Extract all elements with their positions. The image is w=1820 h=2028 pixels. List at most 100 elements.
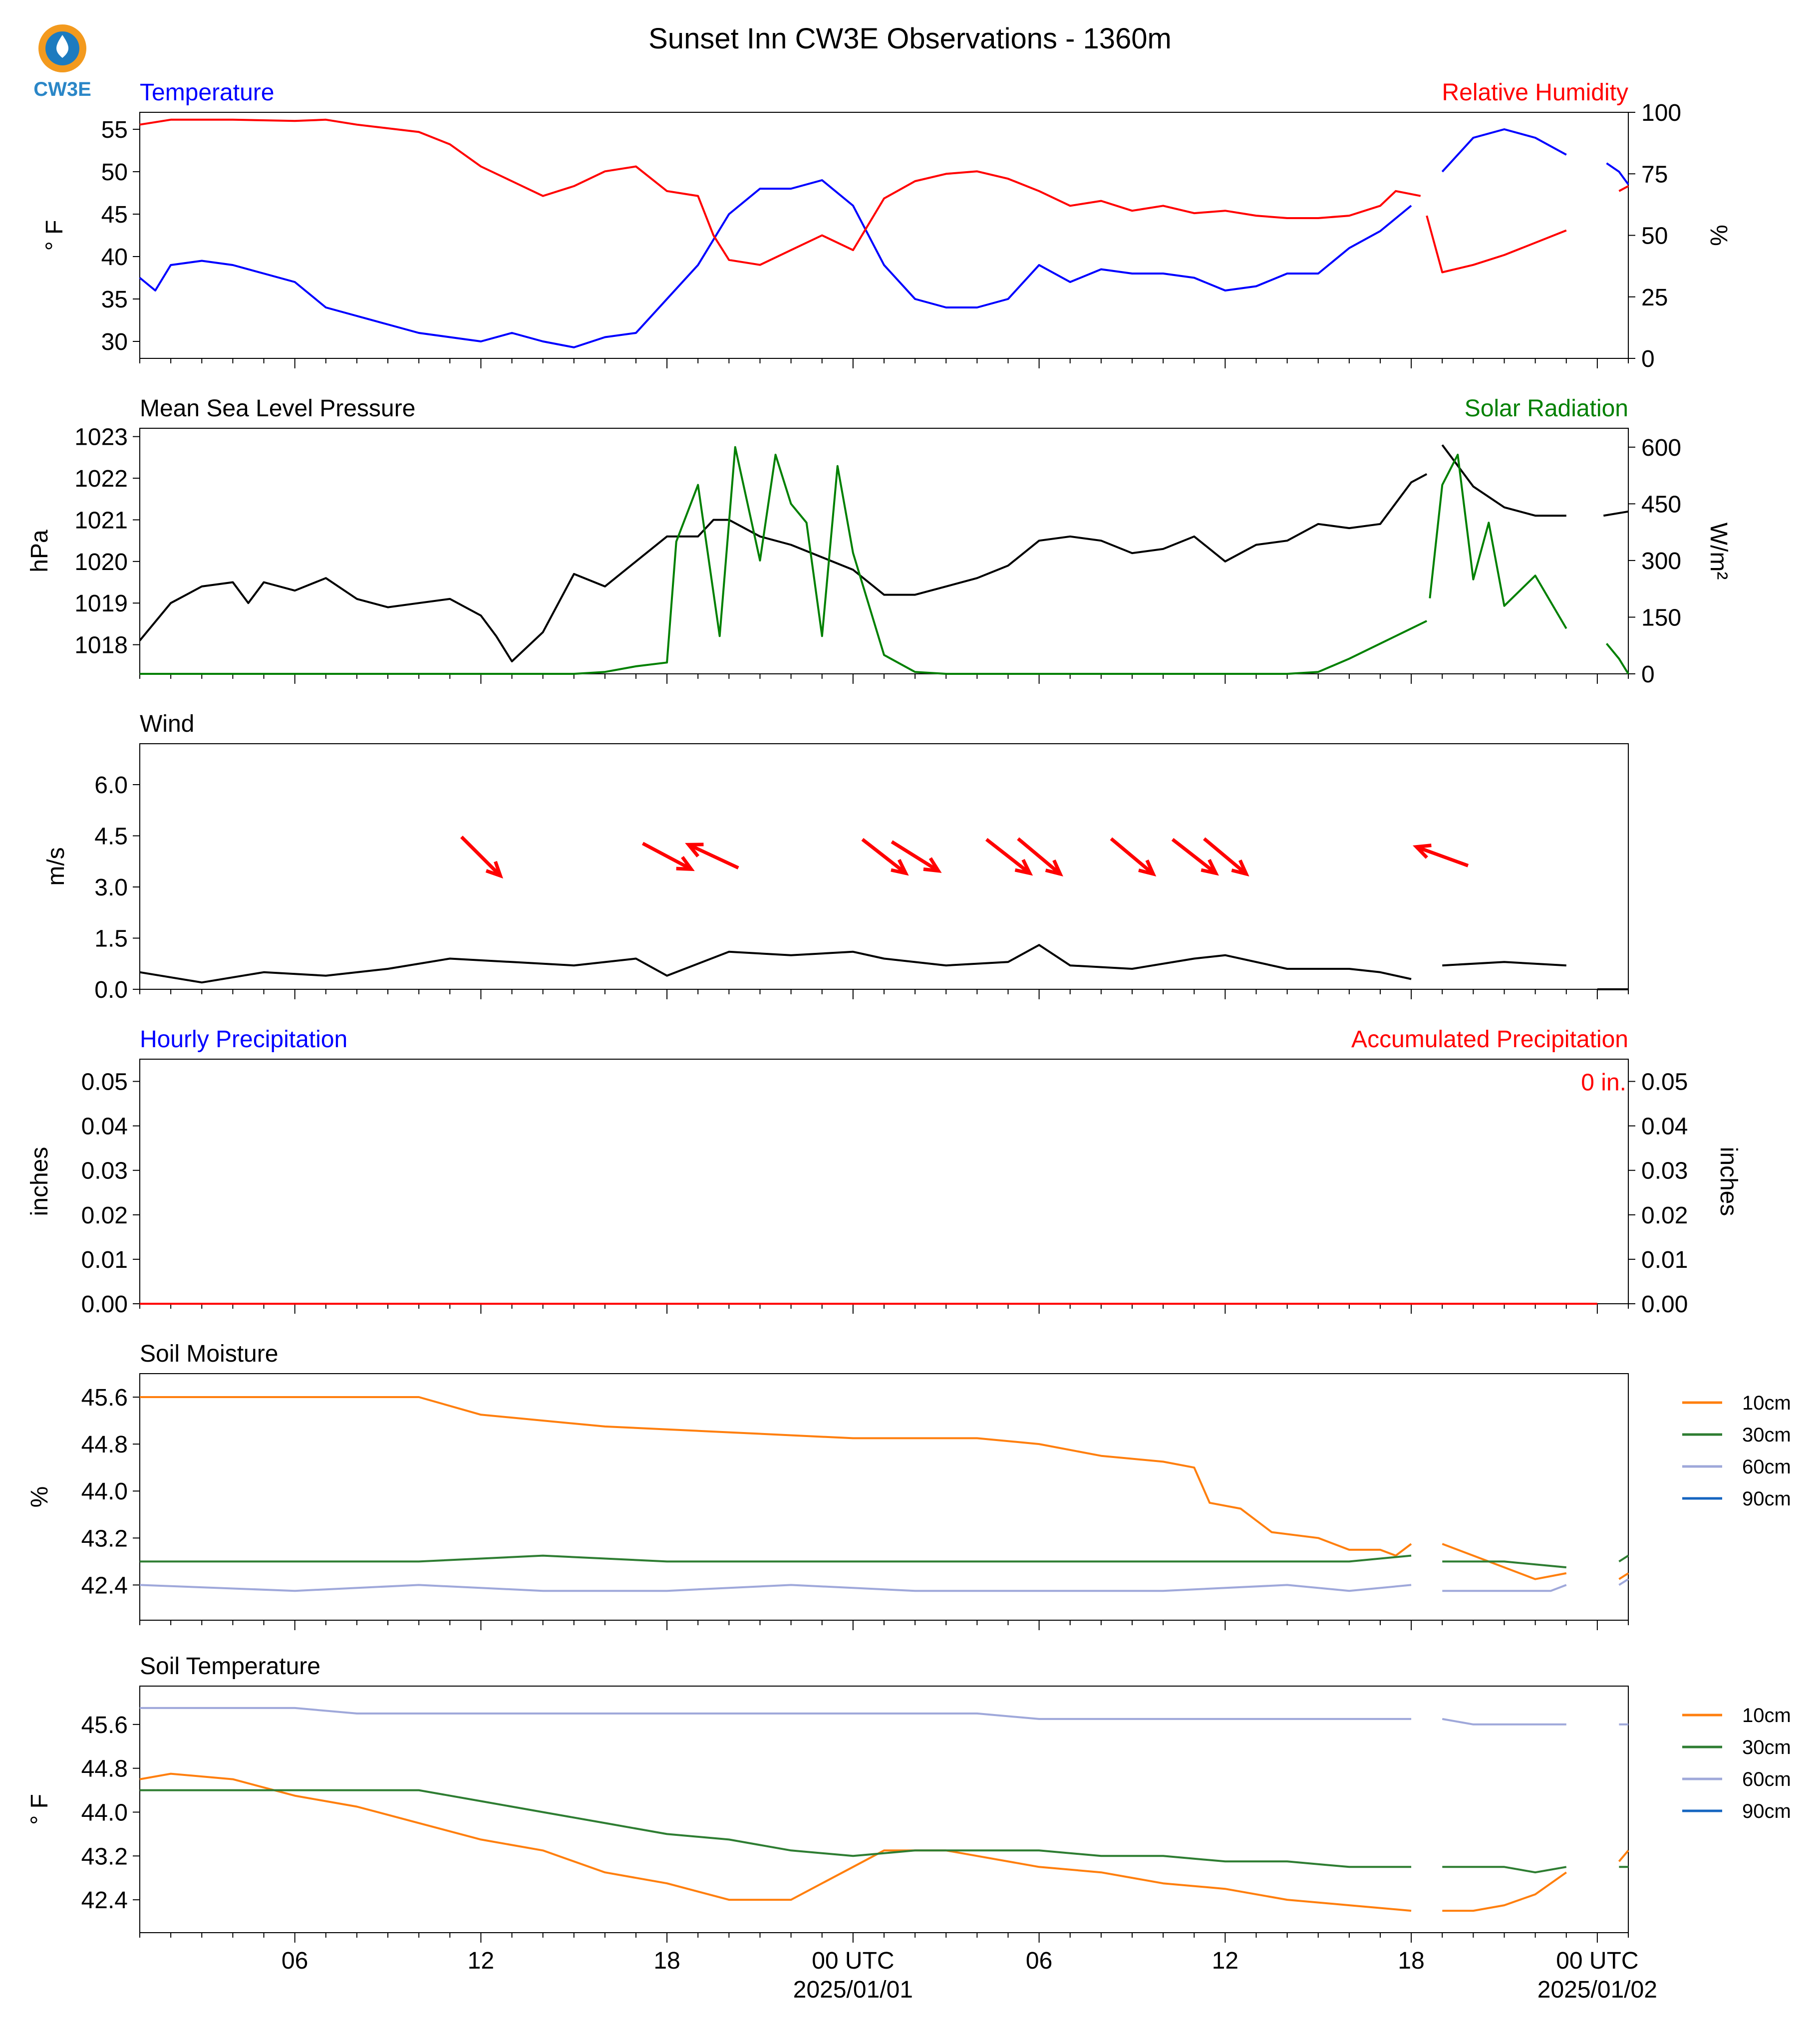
plot-frame [139, 1373, 1629, 1621]
plot-frame [139, 1686, 1629, 1933]
y-axis-label-right: % [1705, 225, 1732, 246]
legend-label: 30cm [1742, 1424, 1791, 1446]
legend: 10cm 30cm 60cm 90cm [1682, 1705, 1791, 1822]
x-tick-label: 12 [1212, 1948, 1238, 1974]
y-tick-label-left: 55 [101, 117, 128, 143]
y-tick-label-right: 0 [1641, 661, 1655, 688]
y-axis-label-left: inches [26, 1147, 53, 1216]
x-tick-label: 18 [1398, 1948, 1424, 1974]
y-tick-label-left: 43.2 [81, 1843, 128, 1870]
wind-arrow-head [1045, 860, 1063, 877]
y-tick-label-right: 0.05 [1641, 1069, 1688, 1096]
y-tick-label-left: 50 [101, 159, 128, 186]
series-line-60cm [140, 1707, 1628, 1726]
x-tick-label: 18 [653, 1948, 680, 1974]
x-date-label: 2025/01/02 [1537, 1977, 1657, 2003]
x-tick-label: 00 UTC [812, 1948, 894, 1974]
y-tick-label-left: 4.5 [94, 824, 128, 850]
series-line-mean-sea-level-pressure [139, 444, 1629, 662]
legend: 10cm 30cm 60cm 90cm [1682, 1392, 1791, 1510]
series-line-30cm [140, 1789, 1628, 1874]
y-tick-label-left: 0.05 [81, 1069, 128, 1096]
wind-arrow-icon [460, 836, 503, 879]
panel-wind: Wind 0.0 1.5 3.0 4.5 6.0 m/s [43, 711, 1629, 1003]
y-tick-label-left: 45 [101, 202, 128, 228]
y-tick-label-right: 450 [1641, 491, 1681, 518]
y-axis-label-left: % [26, 1486, 53, 1508]
accum-precip-value: 0 in. [1581, 1070, 1626, 1096]
panel-title-right: Solar Radiation [1465, 395, 1628, 422]
y-axis-label-left: ° F [26, 1794, 53, 1825]
y-tick-label-right: 0.02 [1641, 1202, 1688, 1229]
wind-arrow-head [685, 843, 704, 858]
y-tick-label-right: 50 [1641, 223, 1668, 250]
x-tick-label: 06 [282, 1948, 308, 1974]
panel-precip: Hourly Precipitation Accumulated Precipit… [26, 1026, 1742, 1318]
y-tick-label-left: 44.0 [81, 1478, 128, 1505]
y-axis-label-left: ° F [41, 220, 68, 251]
y-tick-label-left: 1018 [74, 632, 128, 659]
panel-soil_temp: Soil Temperature 42.4 43.2 44.0 44.8 45.6 ° F 0… [26, 1653, 1791, 2003]
wind-arrow-head [1201, 859, 1219, 876]
y-tick-label-right: 100 [1641, 100, 1681, 126]
wind-arrow-icon [1413, 844, 1469, 868]
y-tick-label-left: 1020 [74, 549, 128, 576]
y-tick-label-left: 1022 [74, 466, 128, 492]
x-tick-label: 06 [1026, 1948, 1052, 1974]
plot-frame [139, 743, 1629, 990]
y-tick-label-right: 150 [1641, 604, 1681, 631]
wind-arrow-icon [1203, 837, 1249, 877]
y-axis-label-left: m/s [43, 847, 69, 885]
chart-panels: Temperature Relative Humidity 30 35 40 45 50 55… [26, 79, 1791, 2003]
wind-arrow-head [891, 859, 909, 876]
series-line-60cm [139, 1578, 1629, 1592]
panel-title-left: Soil Moisture [140, 1341, 278, 1367]
y-tick-label-left: 0.00 [81, 1291, 128, 1318]
panel-title-left: Soil Temperature [140, 1653, 320, 1680]
y-tick-label-left: 30 [101, 329, 128, 355]
panel-soil_moisture: Soil Moisture 42.4 43.2 44.0 44.8 45.6% 10cm 30… [26, 1341, 1791, 1630]
plot-frame [139, 1059, 1629, 1304]
cw3e-logo: CW3E [33, 24, 91, 100]
y-tick-label-left: 6.0 [94, 772, 128, 799]
wind-arrow-icon [861, 838, 909, 876]
wind-arrow-shaft [1171, 838, 1217, 875]
wind-arrow-shaft [1203, 837, 1247, 875]
series-line-10cm [139, 1772, 1629, 1912]
plot-frame [139, 112, 1629, 359]
wind-arrow-head [1014, 859, 1033, 876]
y-tick-label-left: 0.03 [81, 1158, 128, 1184]
legend-label: 10cm [1742, 1705, 1791, 1727]
y-tick-label-right: 25 [1641, 285, 1668, 311]
y-tick-label-left: 43.2 [81, 1525, 128, 1552]
y-tick-label-right: 0.03 [1641, 1158, 1688, 1184]
panel-title-right: Accumulated Precipitation [1351, 1026, 1628, 1053]
wind-arrow-shaft [1110, 837, 1155, 875]
series-line-wind-speed [139, 944, 1628, 990]
panel-pressure_solar: Mean Sea Level Pressure Solar Radiation 10… [26, 395, 1732, 688]
panel-temp_rh: Temperature Relative Humidity 30 35 40 45 50 55… [41, 79, 1732, 372]
series-line-10cm [140, 1396, 1629, 1580]
panel-title-right: Relative Humidity [1442, 79, 1628, 106]
y-tick-label-left: 0.02 [81, 1202, 128, 1229]
y-axis-label-right: W/m² [1705, 523, 1732, 580]
plot-frame [139, 428, 1629, 674]
y-tick-label-left: 40 [101, 244, 128, 271]
y-tick-label-left: 0.01 [81, 1247, 128, 1273]
panel-title-left: Hourly Precipitation [140, 1026, 347, 1053]
y-tick-label-left: 44.8 [81, 1756, 128, 1782]
series-line-relative-humidity [139, 118, 1629, 274]
y-tick-label-right: 0.00 [1641, 1291, 1688, 1318]
wind-arrow-head [1231, 860, 1249, 877]
x-tick-label: 00 UTC [1556, 1948, 1638, 1974]
wind-arrow-shaft [985, 838, 1031, 875]
series-line-30cm [140, 1554, 1629, 1569]
y-tick-label-left: 0.0 [94, 977, 128, 1003]
wind-arrow-icon [985, 838, 1033, 876]
y-tick-label-left: 1.5 [94, 926, 128, 952]
y-tick-label-left: 1021 [74, 507, 128, 534]
panel-title-left: Mean Sea Level Pressure [140, 395, 415, 422]
wind-arrow-head [1138, 860, 1157, 877]
logo-text: CW3E [33, 78, 91, 100]
wind-arrow-shaft [641, 842, 692, 871]
